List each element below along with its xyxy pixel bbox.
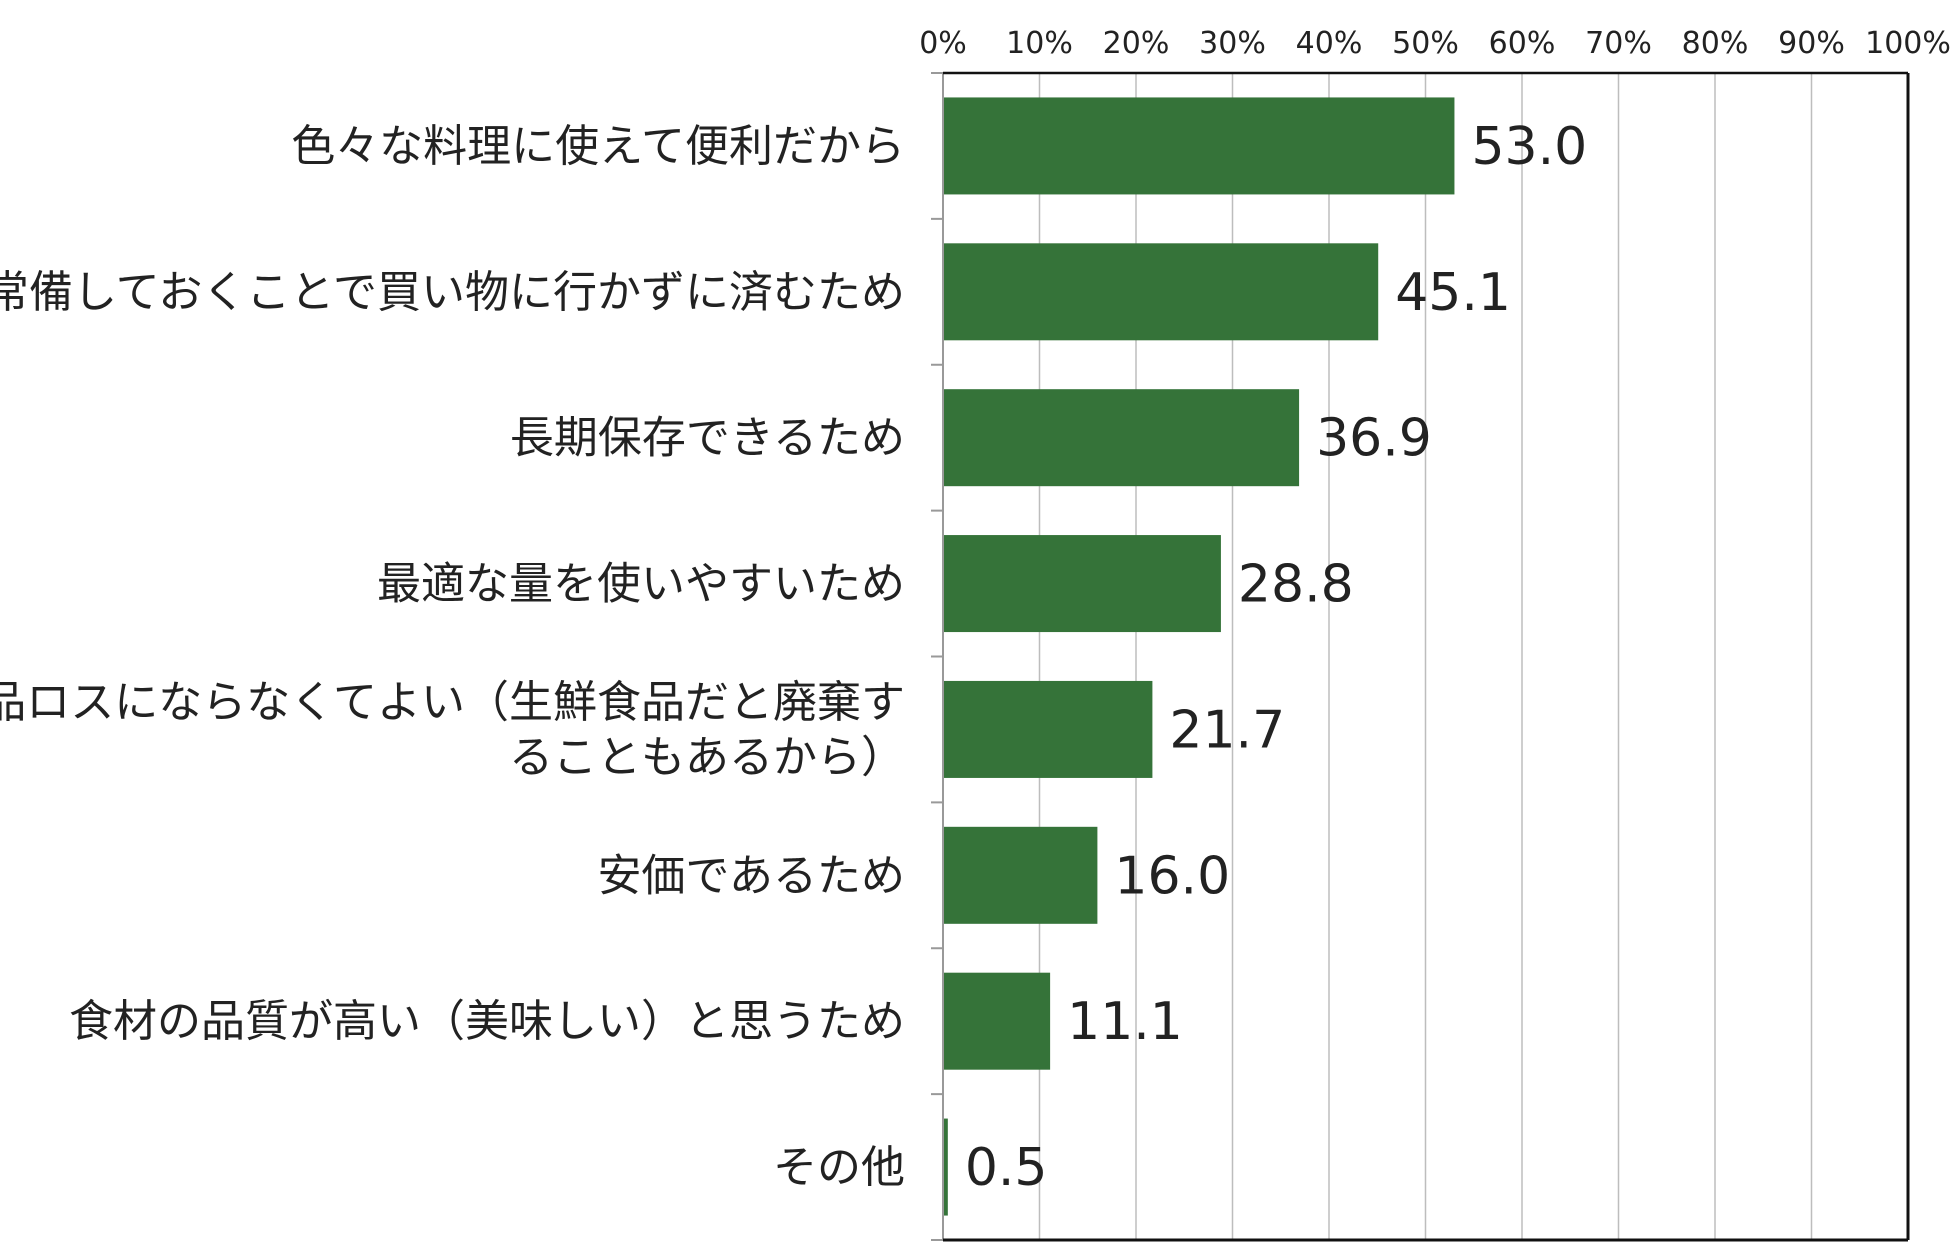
x-tick-label: 70% <box>1585 26 1652 61</box>
x-tick-label: 0% <box>919 26 967 61</box>
category-label-line: その他 <box>773 1142 905 1193</box>
bar <box>943 972 1051 1070</box>
bars <box>943 97 1455 1216</box>
category-label: 長期保存できるため <box>510 413 905 464</box>
category-label: 常備しておくことで買い物に行かずに済むため <box>0 267 905 318</box>
bar <box>943 97 1455 195</box>
category-label-line: 常備しておくことで買い物に行かずに済むため <box>0 267 905 318</box>
x-tick-label: 40% <box>1296 26 1363 61</box>
bar <box>943 535 1221 633</box>
value-labels: 53.0 45.1 36.9 28.8 21.7 16.0 11.1 0.5 <box>965 117 1587 1198</box>
category-label-line: 安価であるため <box>597 850 905 901</box>
category-label-line: 食品ロスにならなくてよい（生鮮食品だと廃棄す <box>0 677 905 728</box>
bar <box>943 826 1098 924</box>
bar <box>943 680 1153 778</box>
category-label: 色々な料理に使えて便利だから <box>291 121 905 172</box>
x-tick-label: 80% <box>1682 26 1749 61</box>
x-tick-label: 60% <box>1489 26 1556 61</box>
x-tick-label: 20% <box>1103 26 1170 61</box>
bar <box>943 389 1300 487</box>
value-label: 11.1 <box>1067 992 1183 1052</box>
value-label: 0.5 <box>965 1138 1048 1198</box>
bar <box>943 243 1379 341</box>
value-label: 53.0 <box>1471 117 1587 177</box>
x-tick-label: 100% <box>1865 26 1950 61</box>
bar <box>943 1118 948 1216</box>
value-label: 21.7 <box>1169 700 1285 760</box>
value-label: 45.1 <box>1395 263 1511 323</box>
category-label: 食材の品質が高い（美味しい）と思うため <box>69 996 905 1047</box>
category-label-line: 最適な量を使いやすいため <box>377 559 905 610</box>
category-labels: 色々な料理に使えて便利だから常備しておくことで買い物に行かずに済むため長期保存で… <box>0 121 905 1193</box>
x-tick-label: 90% <box>1778 26 1845 61</box>
category-label-line: 長期保存できるため <box>510 413 905 464</box>
category-label: その他 <box>773 1142 905 1193</box>
x-tick-label: 30% <box>1199 26 1266 61</box>
category-label-line: 色々な料理に使えて便利だから <box>291 121 905 172</box>
category-label: 食品ロスにならなくてよい（生鮮食品だと廃棄することもあるから） <box>0 677 905 783</box>
category-label: 最適な量を使いやすいため <box>377 559 905 610</box>
value-label: 28.8 <box>1238 555 1354 615</box>
category-label-line: 食材の品質が高い（美味しい）と思うため <box>69 996 905 1047</box>
value-label: 16.0 <box>1114 846 1230 906</box>
plot-frame <box>931 71 1910 1242</box>
x-tick-labels: 0% 10% 20% 30% 40% 50% 60% 70% 80% 90% 100% <box>919 26 1950 61</box>
x-tick-label: 10% <box>1006 26 1073 61</box>
value-label: 36.9 <box>1316 409 1432 469</box>
x-tick-label: 50% <box>1392 26 1459 61</box>
category-label: 安価であるため <box>597 850 905 901</box>
category-label-line: ることもあるから） <box>509 732 905 783</box>
